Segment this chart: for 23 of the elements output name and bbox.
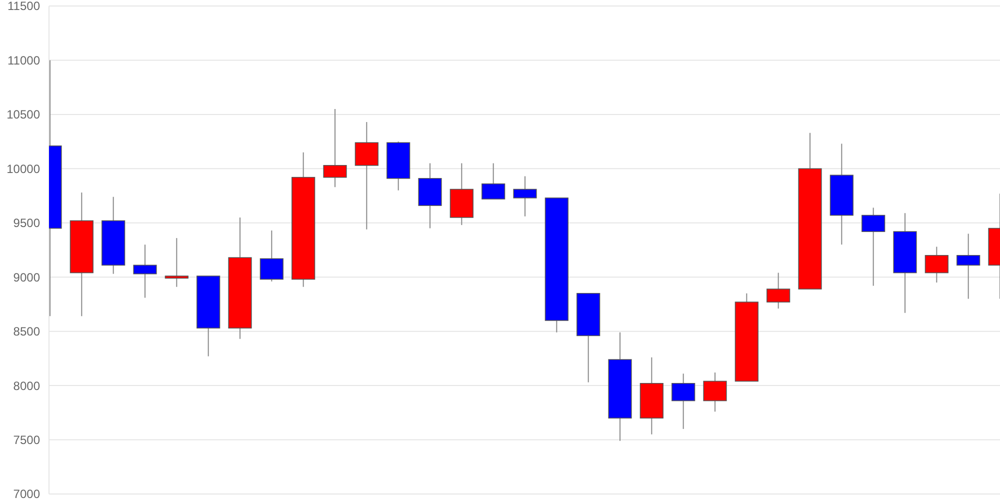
candlestick bbox=[482, 162, 506, 200]
candlestick bbox=[260, 230, 284, 282]
y-tick-label: 9500 bbox=[13, 216, 40, 230]
y-tick-label: 10000 bbox=[6, 162, 40, 176]
candlestick bbox=[766, 272, 790, 310]
candlestick bbox=[354, 122, 378, 230]
candlestick bbox=[862, 207, 886, 286]
candlestick bbox=[956, 233, 980, 300]
candlestick bbox=[513, 176, 537, 217]
candlestick bbox=[133, 244, 157, 298]
y-tick-label: 11500 bbox=[8, 0, 40, 14]
candlestick bbox=[164, 238, 188, 288]
y-tick-label: 9000 bbox=[13, 270, 40, 284]
y-tick-label: 7500 bbox=[13, 432, 40, 447]
y-tick-label: 8500 bbox=[13, 324, 40, 339]
y-tick-label: 11000 bbox=[8, 53, 40, 68]
candlestick bbox=[703, 372, 727, 412]
candlestick bbox=[924, 246, 948, 284]
candlestick bbox=[323, 108, 347, 188]
y-tick-label: 7000 bbox=[13, 487, 40, 500]
candlestick bbox=[672, 373, 696, 430]
y-tick-label: 8000 bbox=[13, 378, 40, 393]
y-tick-label: 10500 bbox=[6, 108, 40, 122]
